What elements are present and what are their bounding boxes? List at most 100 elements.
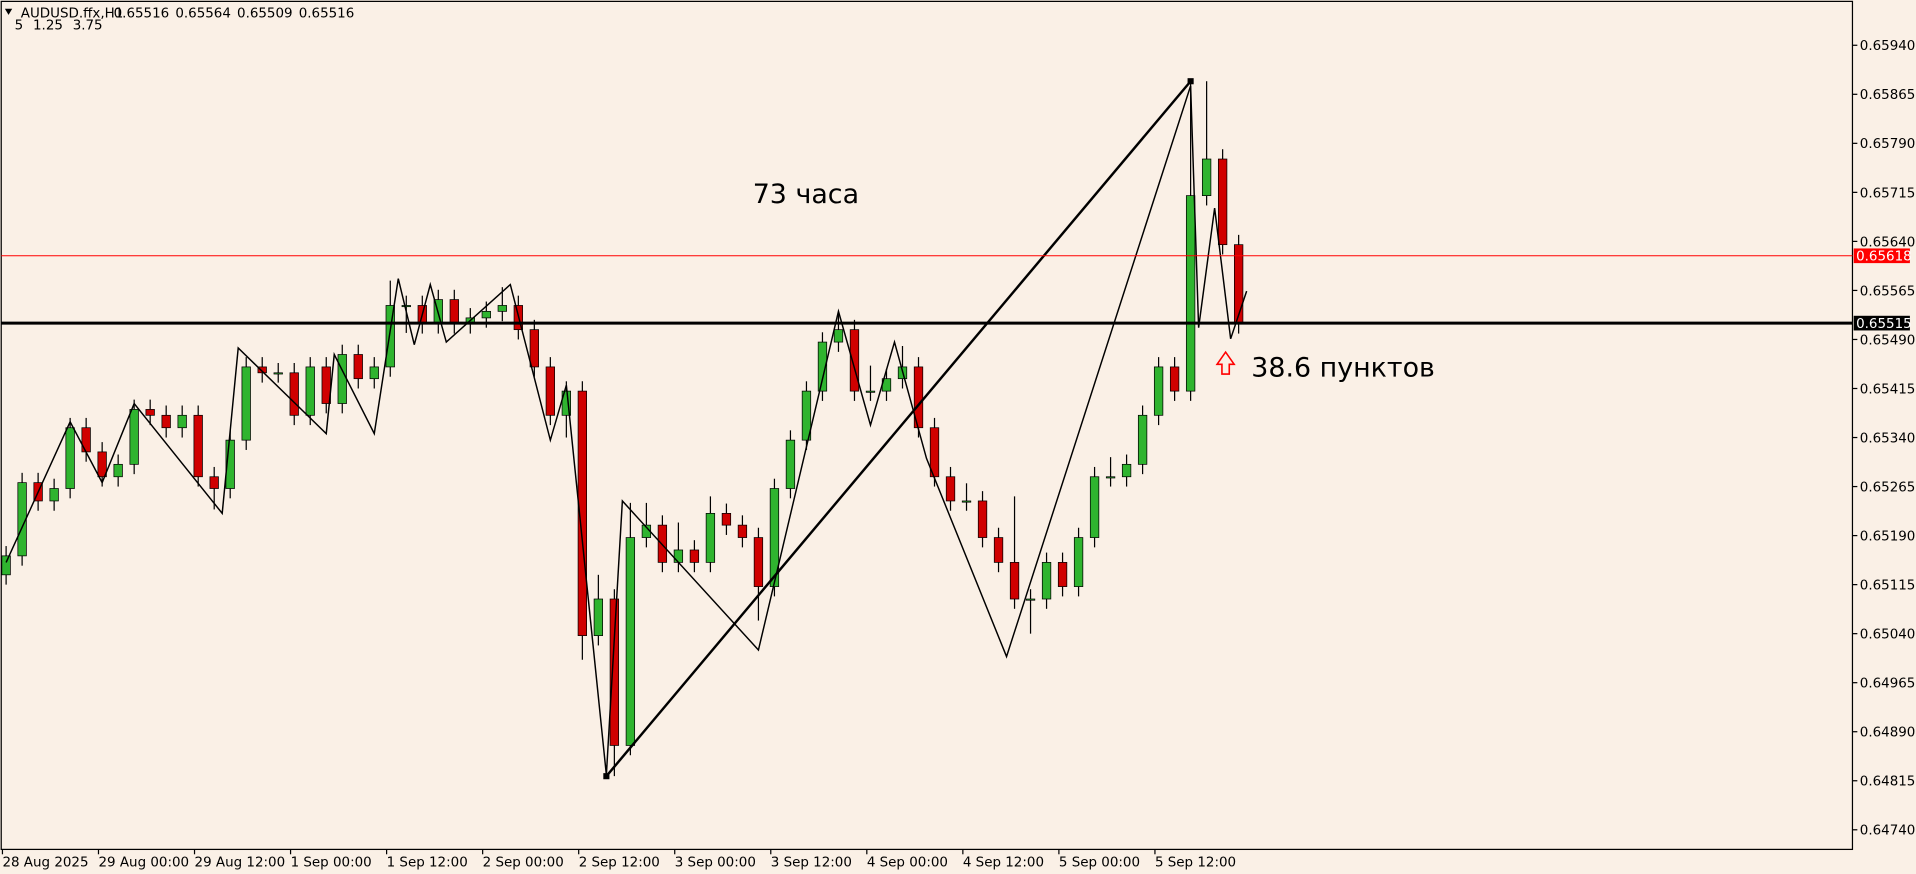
ohlc: 0.65516 0.65564 0.65509 0.65516 <box>114 6 355 21</box>
y-tick-label: 0.64740 <box>1860 824 1916 839</box>
y-tick-label: 0.65715 <box>1860 186 1916 201</box>
candle-body <box>241 366 251 441</box>
candle-body <box>1041 562 1052 600</box>
candle-body <box>945 476 956 502</box>
y-tick-label: 0.65415 <box>1860 382 1916 397</box>
candle-body <box>801 390 812 441</box>
candle-body <box>1233 244 1244 325</box>
candle-body <box>1153 366 1164 416</box>
param-value: 5 <box>15 18 24 33</box>
candle-body <box>1057 562 1068 587</box>
candle-body <box>961 500 972 503</box>
x-tick-label: 5 Sep 00:00 <box>1059 856 1140 871</box>
trend-anchor <box>603 773 610 780</box>
param-value: 3.75 <box>73 18 103 33</box>
candle-body <box>449 299 459 325</box>
price-label: 0.65515 <box>1856 317 1912 332</box>
candle-body <box>1137 414 1148 465</box>
candle-body <box>817 341 828 392</box>
candle-body <box>193 414 203 478</box>
candle-body <box>257 366 267 374</box>
candle-body <box>529 329 539 368</box>
candle-body <box>145 409 155 416</box>
candle-body <box>977 500 988 538</box>
candle-body <box>1073 537 1084 587</box>
annotation: 73 часа <box>753 179 859 210</box>
candle-body <box>1169 366 1180 392</box>
candle-body <box>721 512 732 526</box>
price-label: 0.65618 <box>1856 250 1912 265</box>
x-tick-label: 29 Aug 12:00 <box>195 856 286 871</box>
candle-body <box>1185 195 1196 392</box>
y-tick-label: 0.65040 <box>1860 628 1916 643</box>
indicator-params: 5 1.25 3.75 <box>15 18 103 33</box>
collapse-icon[interactable] <box>4 8 13 15</box>
y-tick-label: 0.65565 <box>1860 284 1916 299</box>
candle-body <box>481 310 491 319</box>
candle-body <box>209 476 219 489</box>
candle-body <box>609 598 620 746</box>
y-tick-label: 0.65340 <box>1860 431 1916 446</box>
candle-body <box>785 439 796 489</box>
x-tick-label: 29 Aug 00:00 <box>98 856 189 871</box>
candle-body <box>1217 158 1228 246</box>
candle-body <box>385 305 395 368</box>
arrow-icon <box>1215 350 1236 375</box>
candle-body <box>273 372 283 375</box>
candle-body <box>225 439 235 489</box>
candle-body <box>369 366 379 380</box>
ohlc-value: 0.65516 <box>299 6 355 21</box>
candle-body <box>1 555 11 576</box>
candle-body <box>1089 476 1100 538</box>
candle-body <box>753 537 764 587</box>
x-tick-label: 28 Aug 2025 <box>2 856 88 871</box>
zigzag-line <box>5 85 1248 775</box>
ohlc-value: 0.65516 <box>114 6 170 21</box>
y-tick-label: 0.65940 <box>1860 39 1916 54</box>
y-tick-label: 0.64965 <box>1860 677 1916 692</box>
y-tick-label: 0.65490 <box>1860 333 1916 348</box>
annotation: 38.6 пунктов <box>1251 353 1435 384</box>
candle-body <box>673 549 684 563</box>
y-tick-label: 0.65865 <box>1860 88 1916 103</box>
candle-body <box>705 512 716 563</box>
candle-body <box>337 354 347 404</box>
y-tick-label: 0.65790 <box>1860 137 1916 152</box>
x-tick-label: 3 Sep 12:00 <box>771 856 852 871</box>
trend-anchor <box>1187 78 1194 85</box>
x-tick-label: 4 Sep 12:00 <box>963 856 1044 871</box>
candle-body <box>1009 562 1020 600</box>
candle-body <box>1201 158 1212 197</box>
symbol: AUDUSD.ffx,H1 <box>21 6 124 21</box>
candle-body <box>1121 463 1132 478</box>
candle-body <box>161 414 171 429</box>
candle-body <box>625 537 636 746</box>
candle-body <box>289 372 299 416</box>
plot-frame <box>0 0 1854 851</box>
param-value: 1.25 <box>33 18 63 33</box>
candle-body <box>113 463 123 478</box>
y-tick-label: 0.65115 <box>1860 579 1916 594</box>
candle-body <box>1105 476 1116 479</box>
x-tick-label: 5 Sep 12:00 <box>1155 856 1236 871</box>
candle-body <box>97 451 107 478</box>
candle-body <box>81 427 91 453</box>
candle-body <box>177 414 187 429</box>
candle-body <box>689 549 700 563</box>
price-label-box <box>1853 315 1910 331</box>
x-tick-label: 4 Sep 00:00 <box>867 856 948 871</box>
price-label-box <box>1853 248 1910 264</box>
candle-body <box>129 409 139 465</box>
candle-body <box>865 390 876 393</box>
y-tick-label: 0.65265 <box>1860 480 1916 495</box>
candle-body <box>49 488 59 502</box>
y-tick-label: 0.65640 <box>1860 235 1916 250</box>
candle-body <box>497 305 507 312</box>
candle-body <box>353 354 363 380</box>
y-tick-label: 0.65190 <box>1860 529 1916 544</box>
candle-body <box>401 305 411 308</box>
y-tick-label: 0.64815 <box>1860 775 1916 790</box>
candle-body <box>305 366 315 416</box>
ohlc-value: 0.65564 <box>175 6 231 21</box>
